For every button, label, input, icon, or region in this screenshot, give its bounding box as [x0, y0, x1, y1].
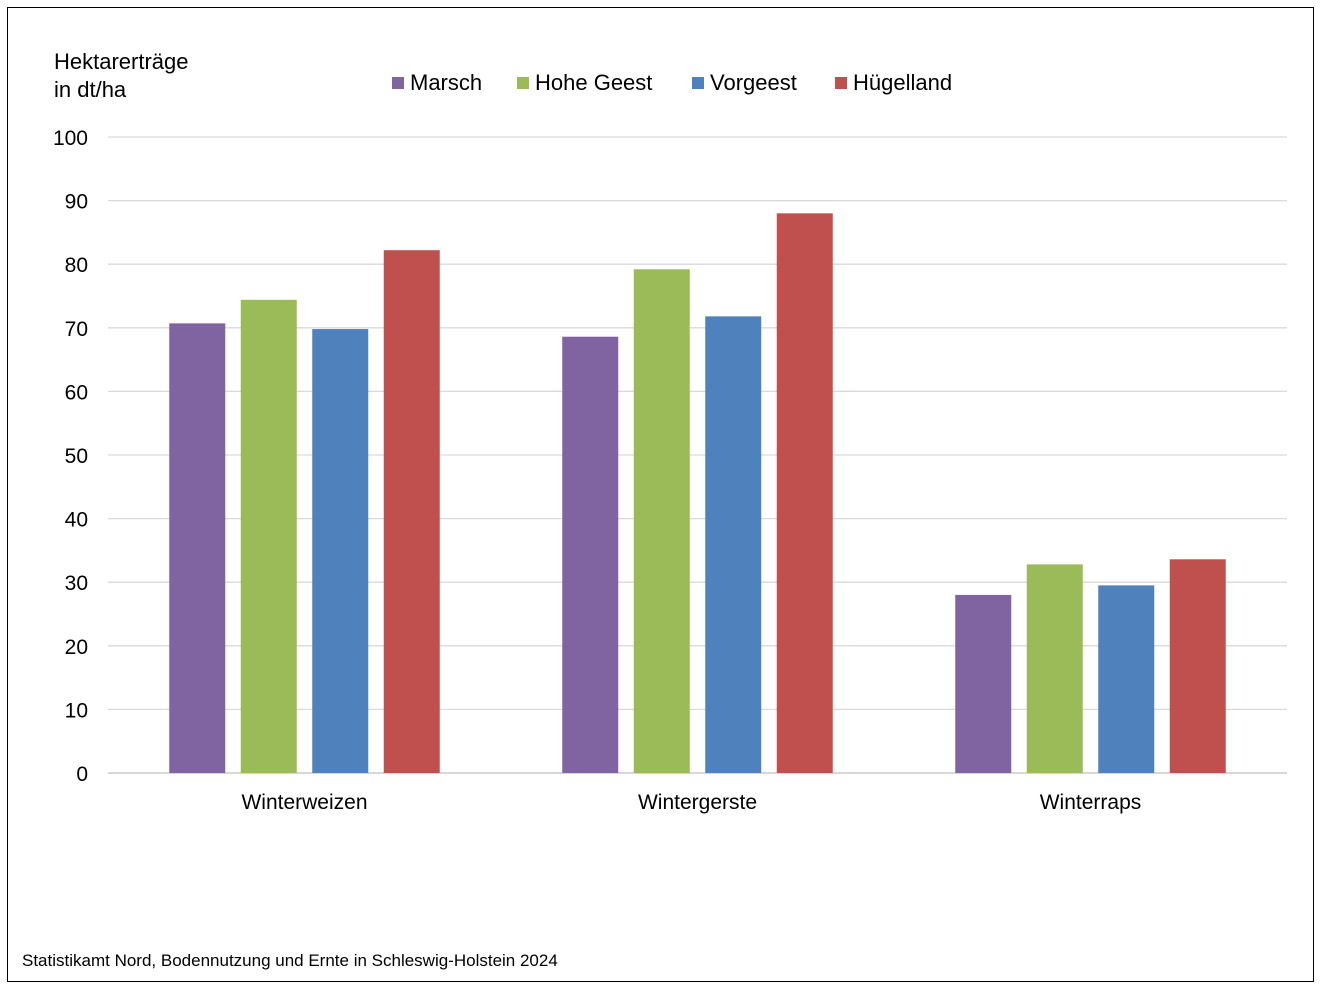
- legend-label-hohe-geest: Hohe Geest: [535, 70, 653, 95]
- source-note: Statistikamt Nord, Bodennutzung und Ernt…: [22, 951, 558, 970]
- x-tick-label-1: Wintergerste: [638, 791, 757, 814]
- bar-winterraps-vorgeest: [1098, 585, 1155, 773]
- legend-swatch-vorgeest: [692, 77, 704, 89]
- y-tick-label-20: 20: [65, 636, 88, 659]
- y-tick-label-70: 70: [65, 318, 88, 341]
- bar-winterweizen-hohe-geest: [240, 299, 297, 773]
- legend-item-vorgeest: Vorgeest: [692, 70, 797, 96]
- bar-wintergerste-marsch: [562, 336, 619, 773]
- bar-winterweizen-marsch: [169, 323, 226, 773]
- legend-item-hohe-geest: Hohe Geest: [517, 70, 652, 96]
- y-tick-label-0: 0: [76, 763, 88, 786]
- legend-swatch-huegelland: [835, 77, 847, 89]
- legend-label-marsch: Marsch: [410, 70, 483, 95]
- x-tick-label-2: Winterraps: [1040, 791, 1142, 814]
- y-tick-label-40: 40: [65, 509, 88, 532]
- y-tick-label-50: 50: [65, 445, 88, 468]
- bar-winterweizen-h-gelland: [383, 250, 440, 773]
- legend: Marsch Hohe Geest Vorgeest Hügelland: [0, 70, 1322, 96]
- bar-winterraps-h-gelland: [1169, 559, 1226, 773]
- y-axis-label-line-2: in dt/ha: [54, 77, 127, 102]
- y-axis-label-line-1: Hektarerträge: [54, 49, 189, 74]
- legend-label-huegelland: Hügelland: [853, 70, 953, 95]
- legend-swatch-hohe-geest: [517, 77, 529, 89]
- legend-item-marsch: Marsch: [392, 70, 482, 96]
- y-tick-label-30: 30: [65, 572, 88, 595]
- legend-item-huegelland: Hügelland: [835, 70, 952, 96]
- y-tick-label-60: 60: [65, 381, 88, 404]
- y-tick-label-10: 10: [65, 699, 88, 722]
- bar-wintergerste-vorgeest: [705, 316, 762, 773]
- bar-wintergerste-h-gelland: [776, 213, 833, 773]
- y-tick-label-80: 80: [65, 254, 88, 277]
- legend-label-vorgeest: Vorgeest: [710, 70, 797, 95]
- bar-winterraps-marsch: [955, 594, 1012, 773]
- legend-swatch-marsch: [392, 77, 404, 89]
- y-axis-label: Hektarerträge in dt/ha: [54, 48, 189, 104]
- bar-winterraps-hohe-geest: [1026, 564, 1083, 773]
- y-tick-label-90: 90: [65, 191, 88, 214]
- bar-winterweizen-vorgeest: [312, 329, 369, 773]
- chart-frame: [7, 7, 1314, 982]
- x-tick-label-0: Winterweizen: [241, 791, 367, 814]
- y-tick-label-100: 100: [53, 127, 88, 150]
- bar-wintergerste-hohe-geest: [633, 269, 690, 773]
